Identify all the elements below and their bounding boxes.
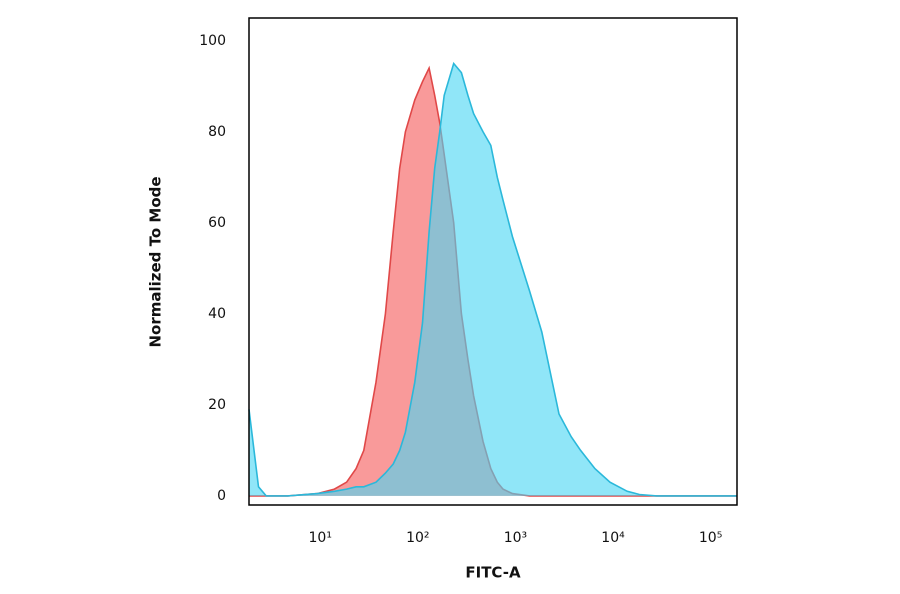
plot-frame [248, 17, 738, 506]
x-tick-label: 10² [406, 530, 429, 546]
x-tick-label: 10⁴ [601, 530, 625, 546]
area-fill [249, 63, 737, 496]
y-tick-label: 80 [208, 124, 226, 140]
series-line [248, 61, 737, 497]
y-tick-label: 40 [208, 306, 226, 322]
y-tick-label: 100 [199, 33, 226, 49]
y-tick-label: 20 [208, 397, 226, 413]
y-tick-label: 0 [217, 488, 226, 504]
y-tick-label: 60 [208, 215, 226, 231]
x-tick-label: 10⁵ [699, 530, 722, 546]
x-tick-label: 10³ [504, 530, 527, 546]
x-axis-title: FITC-A [465, 564, 521, 582]
x-tick-label: 10¹ [309, 530, 332, 546]
y-axis-title: Normalized To Mode [147, 176, 165, 347]
